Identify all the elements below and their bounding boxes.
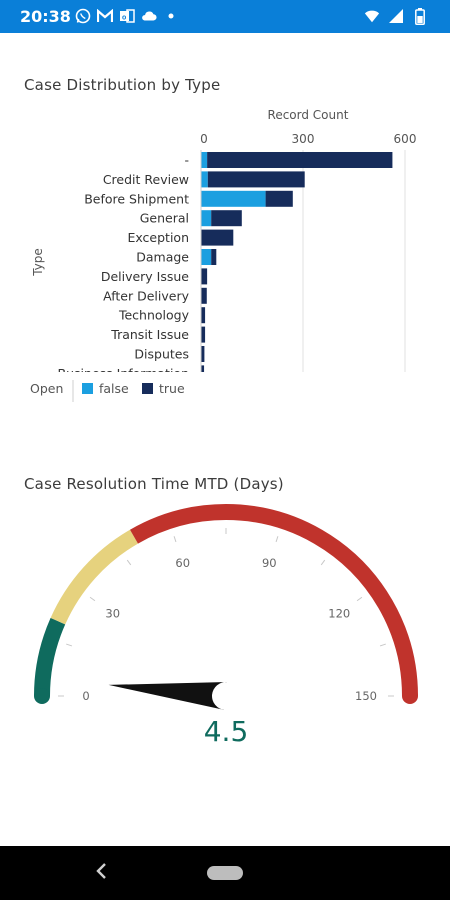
y-tick-label: Credit Review — [103, 172, 189, 187]
legend-title: Open — [30, 381, 63, 396]
bar-false[interactable] — [201, 152, 208, 168]
status-bar: 20:38 o — [0, 0, 450, 33]
y-tick-label: Technology — [118, 308, 190, 323]
legend-swatch-true — [142, 383, 153, 394]
y-tick-label: General — [140, 211, 189, 226]
gauge-cap-start — [34, 688, 50, 704]
bar-false[interactable] — [201, 249, 212, 265]
gauge-tick — [126, 559, 132, 566]
bar-true[interactable] — [265, 190, 293, 207]
dot-icon — [163, 8, 179, 24]
svg-text:o: o — [122, 15, 126, 22]
wifi-icon — [364, 8, 380, 24]
bar-true[interactable] — [201, 307, 206, 324]
gauge-tick-label: 30 — [105, 607, 120, 621]
gauge-tick-label: 150 — [355, 689, 377, 703]
gauge-tick — [173, 536, 177, 543]
gauge-band — [130, 504, 418, 697]
x-tick-label: 0 — [200, 132, 208, 146]
gauge-tick-label: 0 — [82, 689, 89, 703]
y-tick-label: Before Shipment — [84, 191, 189, 206]
gauge-tick-label: 120 — [328, 607, 350, 621]
gauge-tick-label: 90 — [262, 556, 277, 570]
back-chevron-icon[interactable] — [92, 860, 112, 882]
bar-true[interactable] — [201, 326, 206, 343]
legend-swatch-false — [82, 383, 93, 394]
office-icon: o — [119, 8, 135, 24]
gauge-tick — [66, 643, 73, 647]
y-tick-label: Exception — [127, 230, 189, 245]
bar-chart: Record Count 0 300 600 Type - Credit Review Bef… — [30, 108, 417, 402]
bar-true[interactable] — [201, 287, 207, 304]
bar-chart-title: Case Distribution by Type — [24, 76, 221, 94]
gauge-value: 4.5 — [204, 715, 249, 748]
x-axis-title: Record Count — [268, 108, 349, 122]
legend-label-false[interactable]: false — [99, 381, 129, 396]
gauge-needle — [108, 682, 228, 710]
navigation-bar — [0, 846, 450, 900]
bar-true[interactable] — [207, 171, 305, 188]
y-axis-title: Type — [31, 248, 45, 277]
signal-icon — [388, 8, 404, 24]
gauge-cap-end — [402, 688, 418, 704]
y-tick-label: Damage — [136, 250, 189, 265]
gauge-tick — [379, 643, 386, 647]
gauge-tick — [320, 559, 326, 566]
x-tick-label: 600 — [394, 132, 417, 146]
x-tick-label: 300 — [292, 132, 315, 146]
bar-true[interactable] — [201, 346, 205, 362]
gauge-band — [50, 529, 139, 625]
bar-false[interactable] — [201, 171, 208, 188]
home-pill-icon[interactable] — [207, 866, 243, 880]
y-tick-label: - — [184, 153, 189, 168]
y-tick-label: Delivery Issue — [101, 269, 189, 284]
battery-icon — [412, 7, 428, 25]
bar-false[interactable] — [201, 190, 266, 207]
gauge-chart-title: Case Resolution Time MTD (Days) — [24, 475, 284, 493]
bar-true[interactable] — [211, 249, 217, 265]
system-icons — [364, 7, 428, 25]
notification-icons: o — [75, 8, 179, 24]
bar-true[interactable] — [207, 152, 393, 168]
gauge-tick — [275, 536, 279, 543]
bar-true[interactable] — [201, 268, 208, 285]
bar-false[interactable] — [201, 210, 212, 227]
gmail-icon — [97, 8, 113, 24]
y-tick-label: Transit Issue — [110, 327, 189, 342]
y-tick-label: Disputes — [134, 347, 189, 362]
bar-true[interactable] — [211, 210, 242, 227]
gauge-chart: 0 30 60 90 120 150 4.5 — [34, 504, 418, 748]
bar-true[interactable] — [201, 365, 205, 381]
cloud-icon — [141, 8, 157, 24]
legend-label-true[interactable]: true — [159, 381, 185, 396]
y-tick-label: Business Information — [58, 366, 189, 381]
y-tick-label: After Delivery — [103, 288, 189, 303]
bar-true[interactable] — [201, 229, 234, 246]
gauge-tick-label: 60 — [175, 556, 190, 570]
status-time: 20:38 — [20, 7, 71, 26]
gauge-tick — [356, 596, 363, 602]
gauge-band — [34, 617, 66, 697]
whatsapp-icon — [75, 8, 91, 24]
gauge-tick — [89, 596, 96, 602]
